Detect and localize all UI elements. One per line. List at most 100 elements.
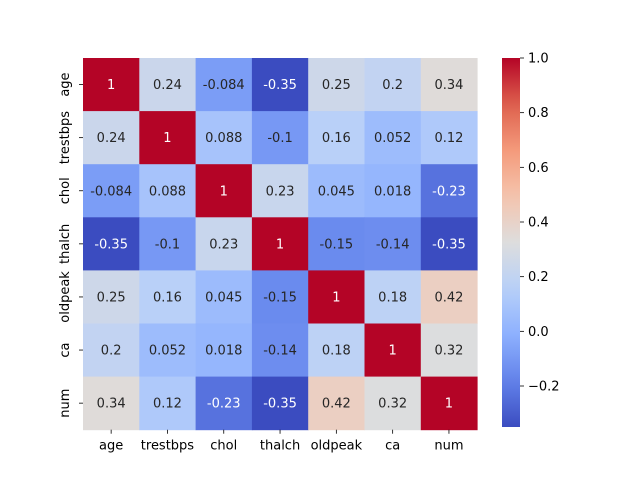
heatmap-cell-ca-oldpeak [308,323,365,378]
heatmap-cell-chol-trestbps [139,164,197,218]
cell-value-label: 0.088 [149,184,186,199]
y-tick-label-age: age [58,72,73,96]
cell-value-label: 0.12 [434,131,463,146]
cell-value-label: 0.32 [378,397,407,412]
heatmap-cell-thalch-trestbps [139,217,197,271]
heatmap-cell-age-age [83,58,140,112]
heatmap-cell-thalch-oldpeak [308,217,365,271]
heatmap-cell-trestbps-thalch [251,111,309,165]
heatmap-cell-thalch-thalch [251,217,309,271]
heatmap-cell-trestbps-ca [364,111,422,165]
cell-value-label: 0.32 [434,344,463,359]
cell-value-label: 0.18 [322,344,351,359]
heatmap-cell-ca-num [420,323,478,378]
heatmap-cell-chol-oldpeak [308,164,365,218]
cell-value-label: 1 [445,397,453,412]
cell-value-label: 0.045 [205,290,242,305]
cell-value-label: -0.15 [263,290,297,305]
cell-value-label: 1 [107,78,115,93]
cell-value-label: 0.18 [378,290,407,305]
heatmap-cell-age-num [420,58,478,112]
colorbar-tick-label: −0.2 [528,380,560,395]
heatmap-cell-trestbps-age [83,111,140,165]
heatmap-cell-age-trestbps [139,58,197,112]
heatmap-cell-num-age [83,376,140,431]
heatmap-cell-trestbps-oldpeak [308,111,365,165]
x-tick-label-ca: ca [385,439,400,454]
cell-value-label: -0.14 [263,344,297,359]
cell-value-label: 0.42 [322,397,351,412]
heatmap-cell-ca-ca [364,323,422,378]
cell-value-label: 0.12 [153,397,182,412]
heatmap-cell-ca-age [83,323,140,378]
cell-value-label: -0.15 [320,237,354,252]
heatmap-cell-oldpeak-ca [364,270,422,324]
heatmap-cell-num-chol [195,376,253,431]
heatmap-cell-thalch-ca [364,217,422,271]
cell-value-label: 0.052 [374,131,411,146]
cell-value-label: 0.23 [209,237,238,252]
y-tick-label-oldpeak: oldpeak [58,271,73,323]
cell-value-label: 0.018 [374,184,411,199]
heatmap-cell-thalch-num [420,217,478,271]
y-tick-label-thalch: thalch [58,224,73,264]
cell-value-label: -0.35 [263,397,297,412]
x-tick-label-num: num [434,439,463,454]
heatmap-cell-chol-thalch [251,164,309,218]
heatmap-cell-trestbps-num [420,111,478,165]
heatmap-cell-ca-chol [195,323,253,378]
colorbar-tick-label: 0.4 [528,216,549,231]
cell-value-label: 1 [163,131,171,146]
heatmap-cell-num-oldpeak [308,376,365,431]
heatmap-cell-num-num [420,376,478,431]
cell-value-label: 0.088 [205,131,242,146]
cell-value-label: 0.25 [322,78,351,93]
heatmap-cell-age-thalch [251,58,309,112]
heatmap-cell-oldpeak-chol [195,270,253,324]
cell-value-label: -0.084 [90,184,132,199]
heatmap-cell-trestbps-trestbps [139,111,197,165]
cell-value-label: 1 [220,184,228,199]
heatmap-cell-chol-chol [195,164,253,218]
heatmap-cell-chol-num [420,164,478,218]
heatmap-cell-chol-ca [364,164,422,218]
cell-value-label: -0.35 [432,237,466,252]
x-tick-label-oldpeak: oldpeak [311,439,363,454]
y-tick-label-chol: chol [58,177,73,204]
cell-value-label: 0.045 [318,184,355,199]
y-tick-label-num: num [58,389,73,418]
cell-value-label: 0.25 [97,290,126,305]
heatmap-cell-age-oldpeak [308,58,365,112]
heatmap-cell-num-ca [364,376,422,431]
x-tick-label-thalch: thalch [260,439,300,454]
cell-value-label: -0.35 [263,78,297,93]
cell-value-label: 0.2 [382,78,403,93]
cell-value-label: -0.14 [376,237,410,252]
heatmap-cell-thalch-chol [195,217,253,271]
heatmap-cell-oldpeak-trestbps [139,270,197,324]
cell-value-label: 0.24 [97,131,126,146]
heatmap-cell-oldpeak-oldpeak [308,270,365,324]
y-tick-label-trestbps: trestbps [58,111,73,165]
heatmap-cell-chol-age [83,164,140,218]
colorbar-tick-label: 0.8 [528,106,549,121]
heatmap-cell-oldpeak-thalch [251,270,309,324]
x-tick-label-age: age [99,439,123,454]
cell-value-label: 0.052 [149,344,186,359]
colorbar-tick-label: 0.6 [528,161,549,176]
cell-value-label: -0.1 [155,237,180,252]
heatmap-cell-oldpeak-age [83,270,140,324]
cell-value-label: 1 [332,290,340,305]
cell-value-label: 0.24 [153,78,182,93]
heatmap-cell-ca-trestbps [139,323,197,378]
cell-value-label: 0.16 [322,131,351,146]
cell-value-label: 0.018 [205,344,242,359]
cell-value-label: 1 [276,237,284,252]
cell-value-label: -0.23 [207,397,241,412]
cell-value-label: -0.35 [94,237,128,252]
cell-value-label: 0.34 [434,78,463,93]
heatmap-cell-trestbps-chol [195,111,253,165]
colorbar-tick-label: 0.0 [528,325,549,340]
